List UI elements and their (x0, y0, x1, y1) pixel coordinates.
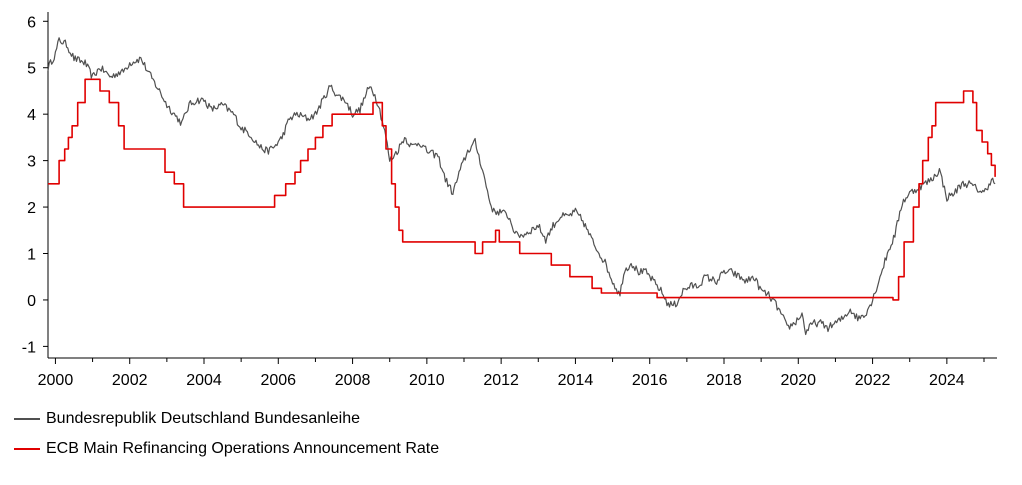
x-tick-label: 2020 (780, 372, 816, 389)
y-tick-label: 2 (27, 200, 36, 217)
x-tick-label: 2008 (335, 372, 371, 389)
y-tick-label: 6 (27, 14, 36, 31)
legend-label-bund: Bundesrepublik Deutschland Bundesanleihe (46, 410, 360, 427)
x-tick-label: 2014 (558, 372, 594, 389)
x-tick-label: 2004 (186, 372, 222, 389)
y-tick-label: 0 (27, 293, 36, 310)
x-tick-label: 2018 (706, 372, 742, 389)
y-tick-label: -1 (22, 339, 36, 356)
legend-item-bund: Bundesrepublik Deutschland Bundesanleihe (14, 410, 360, 428)
x-tick-label: 2024 (929, 372, 965, 389)
x-tick-label: 2016 (632, 372, 668, 389)
legend-label-ecb: ECB Main Refinancing Operations Announce… (46, 440, 440, 457)
y-tick-label: 1 (27, 247, 36, 264)
x-tick-label: 2006 (260, 372, 296, 389)
legend-swatch-ecb (14, 448, 40, 450)
x-tick-label: 2012 (483, 372, 519, 389)
line-chart: -1 0 1 2 3 4 5 6 2000 2002 2004 2006 2008 2010 2012 201… (22, 12, 997, 389)
legend-item-ecb: ECB Main Refinancing Operations Announce… (14, 440, 439, 458)
chart-series (47, 37, 996, 336)
series-line-1 (48, 78, 996, 301)
y-tick-label: 4 (27, 107, 36, 124)
series-line-0 (47, 37, 996, 336)
y-tick-label: 3 (27, 154, 36, 171)
x-tick-label: 2002 (112, 372, 148, 389)
x-tick-label: 2022 (855, 372, 891, 389)
chart-ticks: -1 0 1 2 3 4 5 6 2000 2002 2004 2006 2008 2010 2012 201… (22, 14, 985, 389)
legend-swatch-bund (14, 418, 40, 420)
x-tick-label: 2000 (38, 372, 74, 389)
chart-axes (47, 12, 997, 359)
y-tick-label: 5 (27, 61, 36, 78)
x-tick-label: 2010 (409, 372, 445, 389)
